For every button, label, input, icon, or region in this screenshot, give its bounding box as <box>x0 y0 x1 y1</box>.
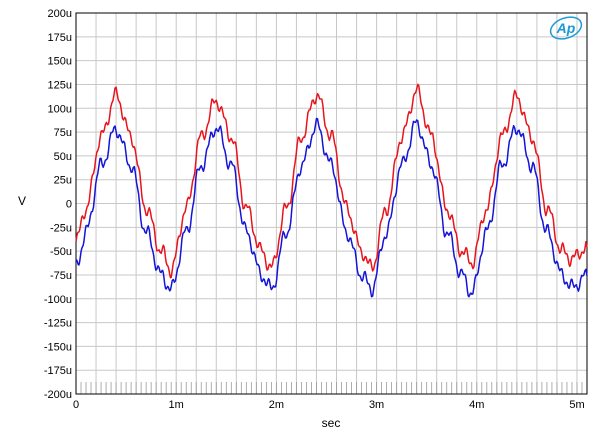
x-tick-label: 1m <box>169 399 184 411</box>
x-axis-label: sec <box>322 416 341 430</box>
y-tick-label: 0 <box>66 199 72 211</box>
y-tick-label: 75u <box>54 127 72 139</box>
series-line-2 <box>75 117 588 298</box>
y-tick-label: 50u <box>54 151 72 163</box>
minor-ticks <box>80 382 583 394</box>
y-tick-label: -25u <box>50 222 72 234</box>
x-tick-label: 2m <box>269 399 284 411</box>
x-tick-label: 4m <box>469 399 484 411</box>
y-tick-label: -175u <box>44 365 72 377</box>
x-tick-label: 5m <box>569 399 584 411</box>
y-tick-label: 175u <box>48 32 72 44</box>
y-tick-label: -125u <box>44 318 72 330</box>
y-tick-label: 200u <box>48 8 72 20</box>
x-tick-labels: 0 1m 2m 3m 4m 5m <box>73 399 585 411</box>
y-tick-label: 100u <box>48 103 72 115</box>
plot-frame <box>75 12 588 395</box>
logo-text: Ap <box>556 20 576 36</box>
y-tick-label: -200u <box>44 389 72 401</box>
x-tick-label: 3m <box>369 399 384 411</box>
y-tick-label: -100u <box>44 294 72 306</box>
y-tick-label: -75u <box>50 270 72 282</box>
logo-swoosh <box>549 16 583 40</box>
x-tick-label: 0 <box>73 399 79 411</box>
y-tick-label: 25u <box>54 175 72 187</box>
y-axis-label: V <box>18 194 26 208</box>
y-tick-labels: 200u 175u 150u 125u 100u 75u 50u 25u 0 -25u -50u -7… <box>44 8 72 401</box>
y-tick-label: 125u <box>48 79 72 91</box>
ap-logo: Ap <box>549 16 583 40</box>
series-layer <box>75 83 588 298</box>
y-tick-label: -50u <box>50 246 72 258</box>
y-tick-label: -150u <box>44 341 72 353</box>
grid <box>76 12 587 395</box>
y-tick-label: 150u <box>48 56 72 68</box>
series-line-1 <box>75 83 588 279</box>
